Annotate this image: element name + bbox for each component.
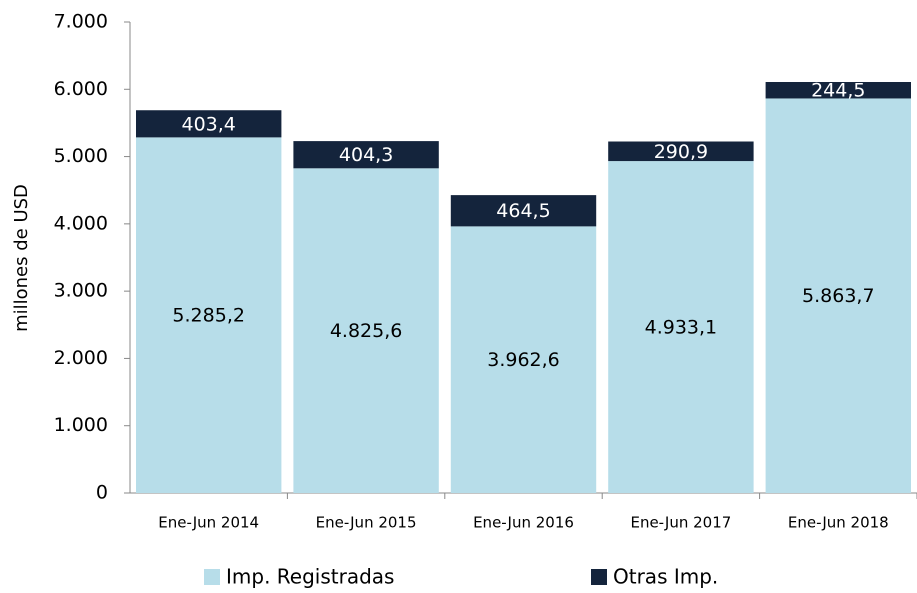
bar-segment: [136, 137, 282, 494]
bar-segment: [765, 82, 911, 99]
bar-segment: [608, 161, 754, 493]
value-label: 3.962,6: [487, 349, 560, 371]
value-label: 244,5: [811, 80, 865, 102]
value-label: 464,5: [496, 200, 550, 222]
legend-label: Otras Imp.: [613, 565, 718, 589]
y-tick-label: 1.000: [54, 414, 108, 436]
value-label: 4.933,1: [645, 317, 718, 339]
y-tick-label: 5.000: [54, 145, 108, 167]
value-label: 5.863,7: [802, 285, 875, 307]
bar-segment: [293, 168, 439, 493]
y-tick-label: 7.000: [54, 11, 108, 33]
value-label: 290,9: [654, 141, 708, 163]
y-tick-label: 6.000: [54, 78, 108, 100]
value-label: 403,4: [181, 113, 235, 135]
bar-segment: [450, 226, 597, 493]
y-tick-label: 3.000: [54, 280, 108, 302]
y-tick-label: 0: [96, 482, 108, 504]
legend-swatch: [591, 569, 607, 585]
x-tick-label: Ene-Jun 2014: [158, 514, 259, 532]
x-tick-label: Ene-Jun 2017: [630, 514, 731, 532]
x-tick-label: Ene-Jun 2015: [316, 514, 417, 532]
bar-segment: [450, 195, 597, 227]
y-tick-label: 4.000: [54, 212, 108, 234]
value-label: 4.825,6: [330, 320, 403, 342]
x-tick-label: Ene-Jun 2018: [788, 514, 889, 532]
bar-segment: [765, 98, 911, 493]
bar-segment: [136, 110, 282, 138]
value-label: 404,3: [339, 144, 393, 166]
bar-segment: [293, 141, 439, 169]
legend-label: Imp. Registradas: [226, 565, 394, 589]
value-label: 5.285,2: [172, 305, 245, 327]
x-tick-label: Ene-Jun 2016: [473, 514, 574, 532]
y-axis-title: millones de USD: [11, 184, 32, 332]
legend-swatch: [204, 569, 220, 585]
bar-segment: [608, 141, 754, 162]
y-tick-label: 2.000: [54, 347, 108, 369]
